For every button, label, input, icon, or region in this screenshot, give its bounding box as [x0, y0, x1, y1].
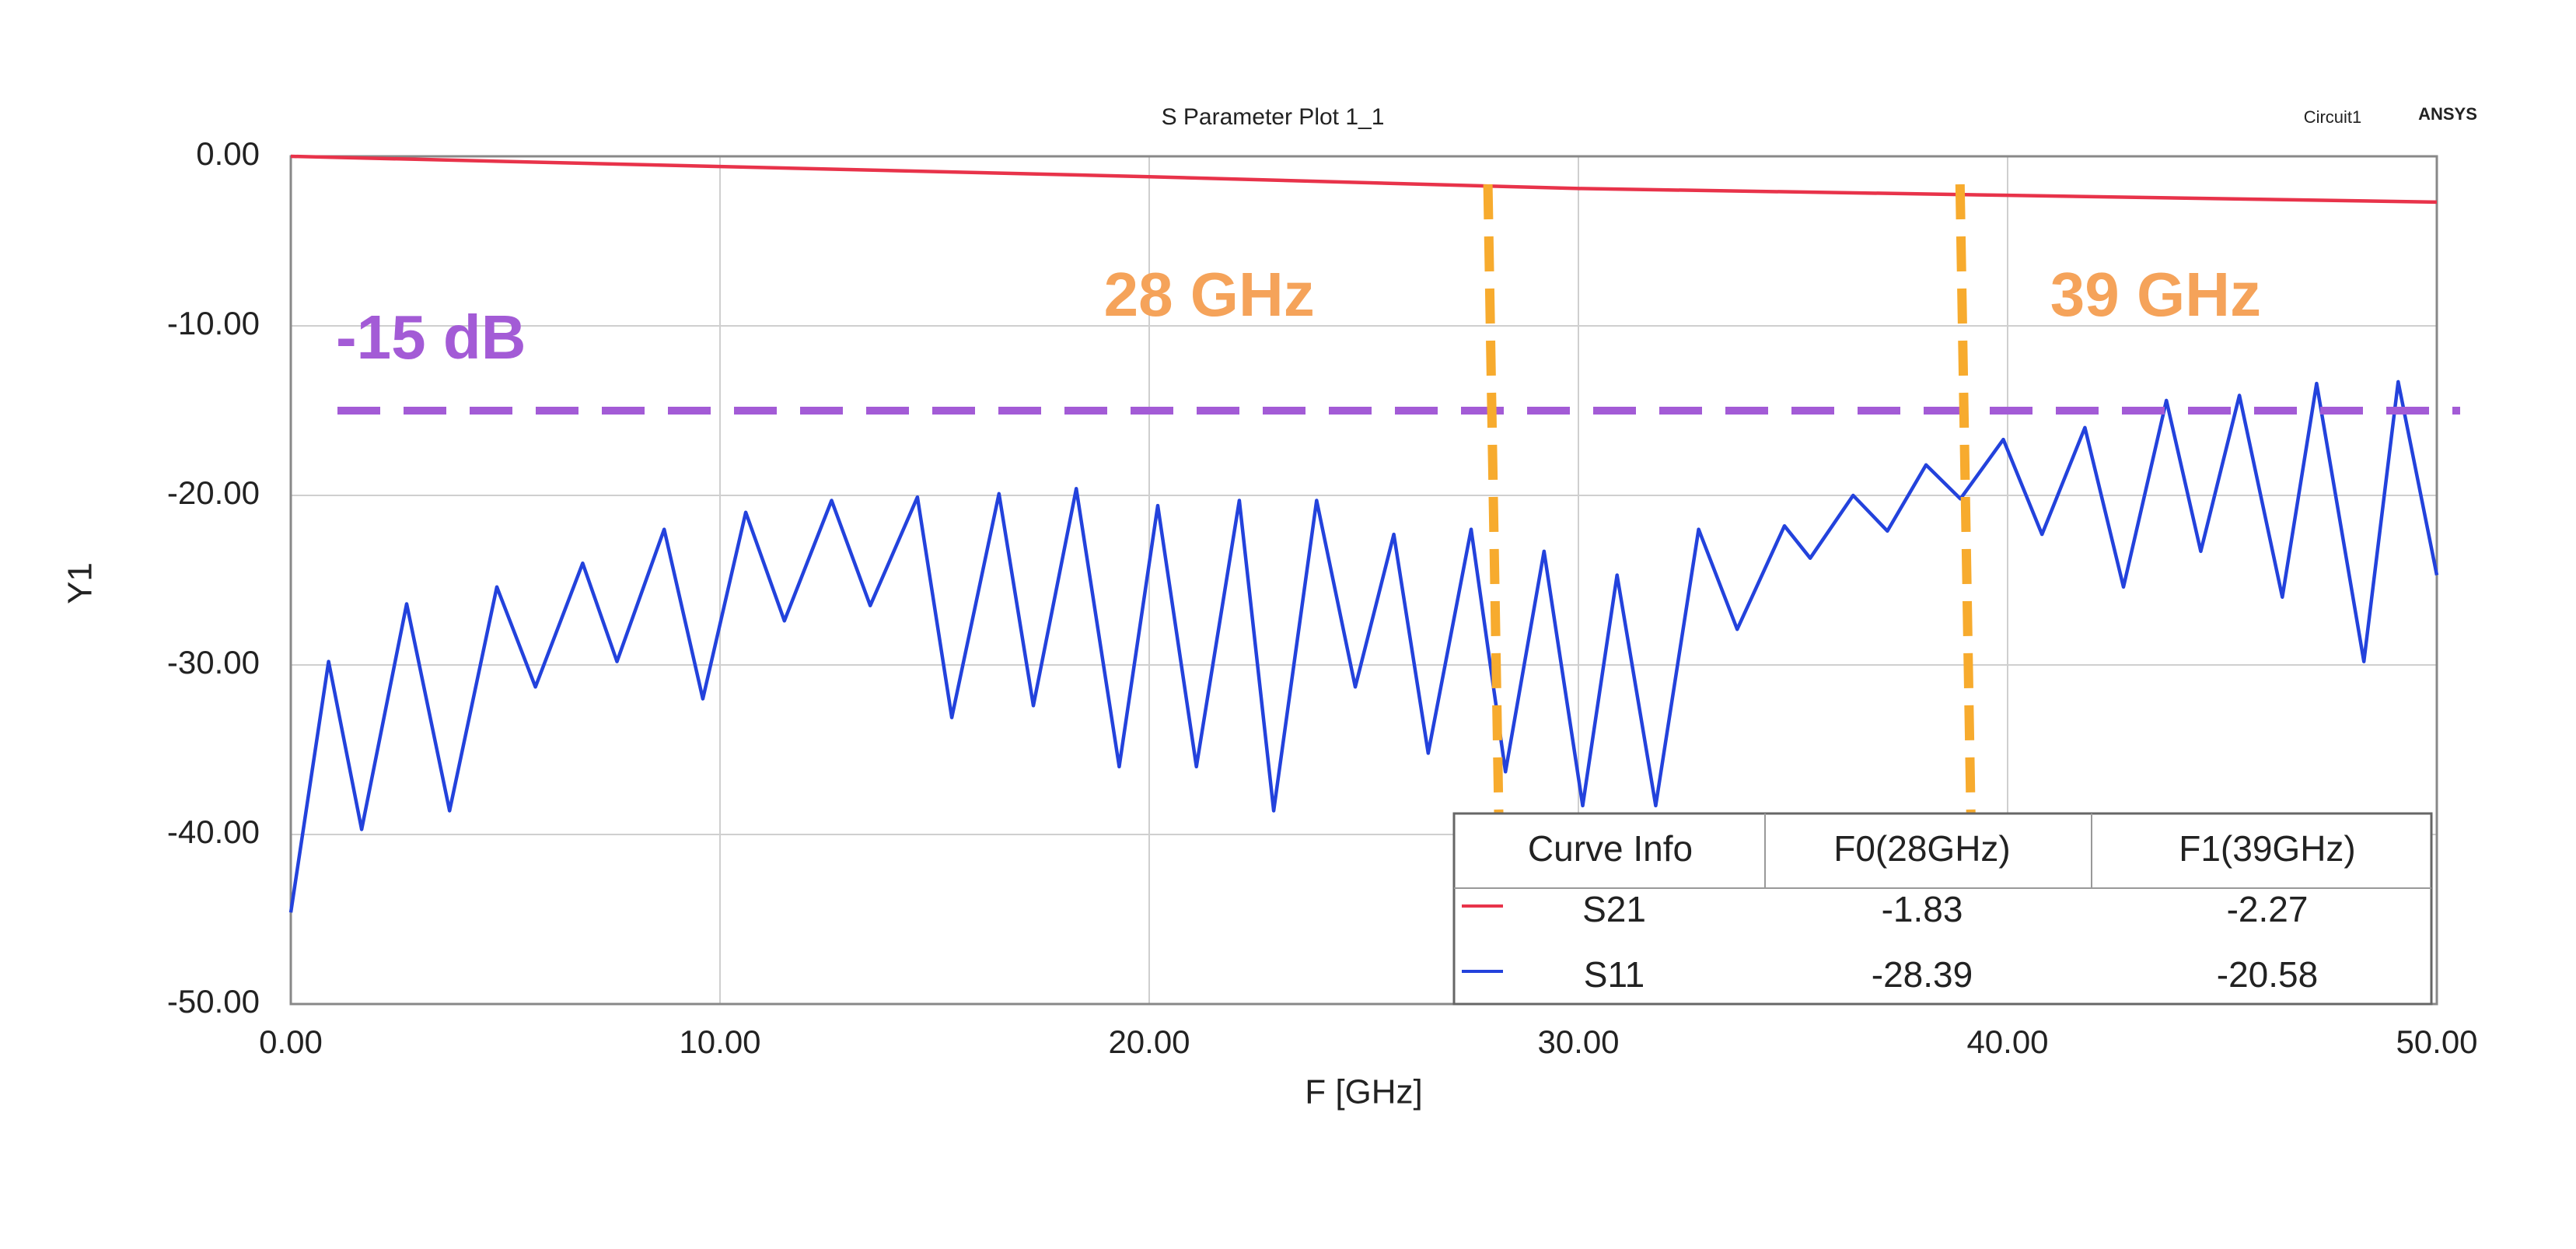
x-tick-label: 20.00 [1108, 1023, 1190, 1060]
table-header: F1(39GHz) [2179, 828, 2355, 869]
x-axis-label: F [GHz] [1305, 1073, 1423, 1111]
legend-entry: S21 [1582, 889, 1646, 929]
series-line [288, 380, 2439, 913]
marker-label: 28 GHz [1104, 260, 1315, 329]
corner-label: Circuit1 [2304, 107, 2362, 127]
plot-frame [289, 155, 2438, 1006]
corner-label: ANSYS [2418, 104, 2477, 124]
table-value: -20.58 [2217, 954, 2318, 995]
legend-entry: S11 [1584, 954, 1645, 995]
y-tick-label: -10.00 [167, 305, 260, 341]
y-tick-label: -40.00 [167, 813, 260, 850]
y-tick-label: 0.00 [196, 135, 260, 172]
x-tick-label: 0.00 [259, 1023, 323, 1060]
y-axis-label: Y1 [61, 562, 100, 604]
y-tick-label: -20.00 [167, 474, 260, 511]
series-line [290, 154, 2438, 205]
table-value: -28.39 [1872, 954, 1973, 995]
x-tick-label: 40.00 [1966, 1023, 2048, 1060]
table-header: Curve Info [1528, 828, 1693, 869]
x-tick-label: 10.00 [679, 1023, 760, 1060]
table-value: -1.83 [1882, 889, 1963, 929]
info-table [1452, 812, 2433, 1006]
x-tick-label: 30.00 [1537, 1023, 1619, 1060]
marker-line [1483, 184, 1504, 818]
threshold-label: -15 dB [336, 303, 526, 372]
table-value: -2.27 [2227, 889, 2309, 929]
y-tick-label: -50.00 [167, 983, 260, 1020]
table-header: F0(28GHz) [1833, 828, 2010, 869]
chart-title: S Parameter Plot 1_1 [1162, 104, 1385, 130]
marker-line [1955, 184, 1976, 818]
y-tick-label: -30.00 [167, 644, 260, 680]
x-tick-label: 50.00 [2396, 1023, 2477, 1060]
marker-label: 39 GHz [2050, 260, 2261, 329]
